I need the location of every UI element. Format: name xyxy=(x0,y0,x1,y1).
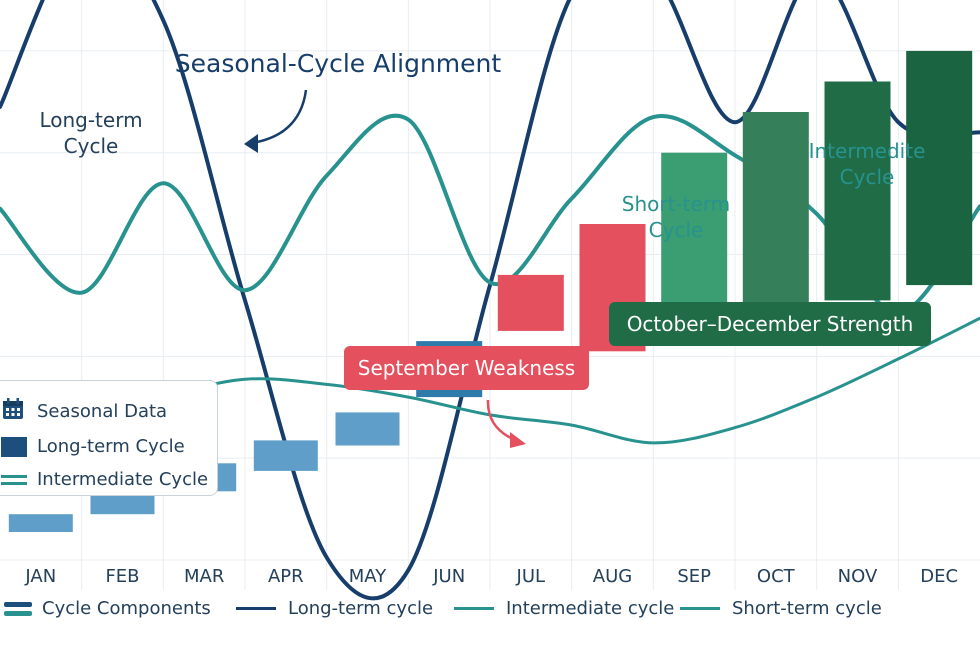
tick-feb: FEB xyxy=(105,566,139,587)
legend-row-long-term: Long-term Cycle xyxy=(1,436,185,457)
tick-jun: JUN xyxy=(432,566,465,587)
chart-title: Seasonal-Cycle Alignment xyxy=(175,49,502,78)
bottom-legend: Cycle Components Long-term cycle Interme… xyxy=(0,598,980,628)
title-arrowhead xyxy=(244,134,258,153)
september-weakness-callout: September Weakness xyxy=(344,346,589,390)
short-term-label-line2: Cycle xyxy=(649,218,704,242)
bottom-legend-short-term-label: Short-term cycle xyxy=(732,598,882,619)
short-term-line-swatch xyxy=(680,607,720,610)
bottom-legend-intermediate-label: Intermediate cycle xyxy=(506,598,675,619)
tick-may: MAY xyxy=(349,566,387,587)
x-tick-labels: JAN FEB MAR APR MAY JUN JUL AUG SEP OCT NOV DEC xyxy=(24,566,958,587)
september-weakness-text: September Weakness xyxy=(357,356,576,380)
long-term-label-line2: Cycle xyxy=(64,134,119,158)
tick-dec: DEC xyxy=(920,566,958,587)
legend-box: Seasonal Data Long-term Cycle Intermedia… xyxy=(0,380,218,496)
long-term-swatch xyxy=(1,436,27,457)
tick-oct: OCT xyxy=(757,566,796,587)
bottom-legend-short-term: Short-term cycle xyxy=(680,598,882,619)
tick-aug: AUG xyxy=(593,566,632,587)
bar-nov xyxy=(824,81,891,301)
oct-dec-strength-text: October–December Strength xyxy=(626,312,914,336)
short-term-label-line1: Short-term xyxy=(622,192,730,216)
long-term-line-swatch xyxy=(236,607,276,610)
bar-dec xyxy=(906,50,973,286)
tick-jul: JUL xyxy=(516,566,546,587)
legend-row-seasonal: Seasonal Data xyxy=(1,397,167,426)
bottom-legend-components-label: Cycle Components xyxy=(42,598,211,619)
components-swatch xyxy=(4,601,32,616)
intermediate-cycle-line xyxy=(0,113,980,316)
title-arrow xyxy=(251,89,308,145)
bar-jul xyxy=(497,274,564,331)
intermediate-label-line1: Intermedite xyxy=(809,139,926,163)
legend-intermediate-label: Intermediate Cycle xyxy=(37,469,209,490)
arrows xyxy=(244,89,526,448)
tick-jan: JAN xyxy=(24,566,56,587)
intermediate-label-line2: Cycle xyxy=(840,165,895,189)
bottom-legend-long-term: Long-term cycle xyxy=(236,598,433,619)
bottom-legend-intermediate: Intermediate cycle xyxy=(454,598,674,619)
bar-may xyxy=(335,412,400,446)
bottom-legend-long-term-label: Long-term cycle xyxy=(288,598,434,619)
bottom-legend-components: Cycle Components xyxy=(4,598,211,619)
bars xyxy=(8,50,973,532)
legend-seasonal-label: Seasonal Data xyxy=(37,401,168,422)
tick-mar: MAR xyxy=(184,566,224,587)
september-arrowhead xyxy=(510,432,526,448)
bar-feb xyxy=(90,491,155,515)
tick-sep: SEP xyxy=(677,566,711,587)
oct-dec-strength-callout: October–December Strength xyxy=(609,302,931,346)
tick-apr: APR xyxy=(268,566,304,587)
tick-nov: NOV xyxy=(838,566,878,587)
bar-apr xyxy=(253,440,318,471)
bar-oct xyxy=(742,112,809,336)
legend-long-term-label: Long-term Cycle xyxy=(37,436,185,457)
bar-jan xyxy=(8,514,73,532)
long-term-label-line1: Long-term xyxy=(39,108,142,132)
annotations: Seasonal-Cycle Alignment Long-term Cycle… xyxy=(39,49,925,242)
intermediate-line-swatch xyxy=(454,607,494,610)
intermediate-swatch xyxy=(1,474,27,485)
calendar-icon xyxy=(1,397,27,426)
legend-row-intermediate: Intermediate Cycle xyxy=(1,469,208,490)
